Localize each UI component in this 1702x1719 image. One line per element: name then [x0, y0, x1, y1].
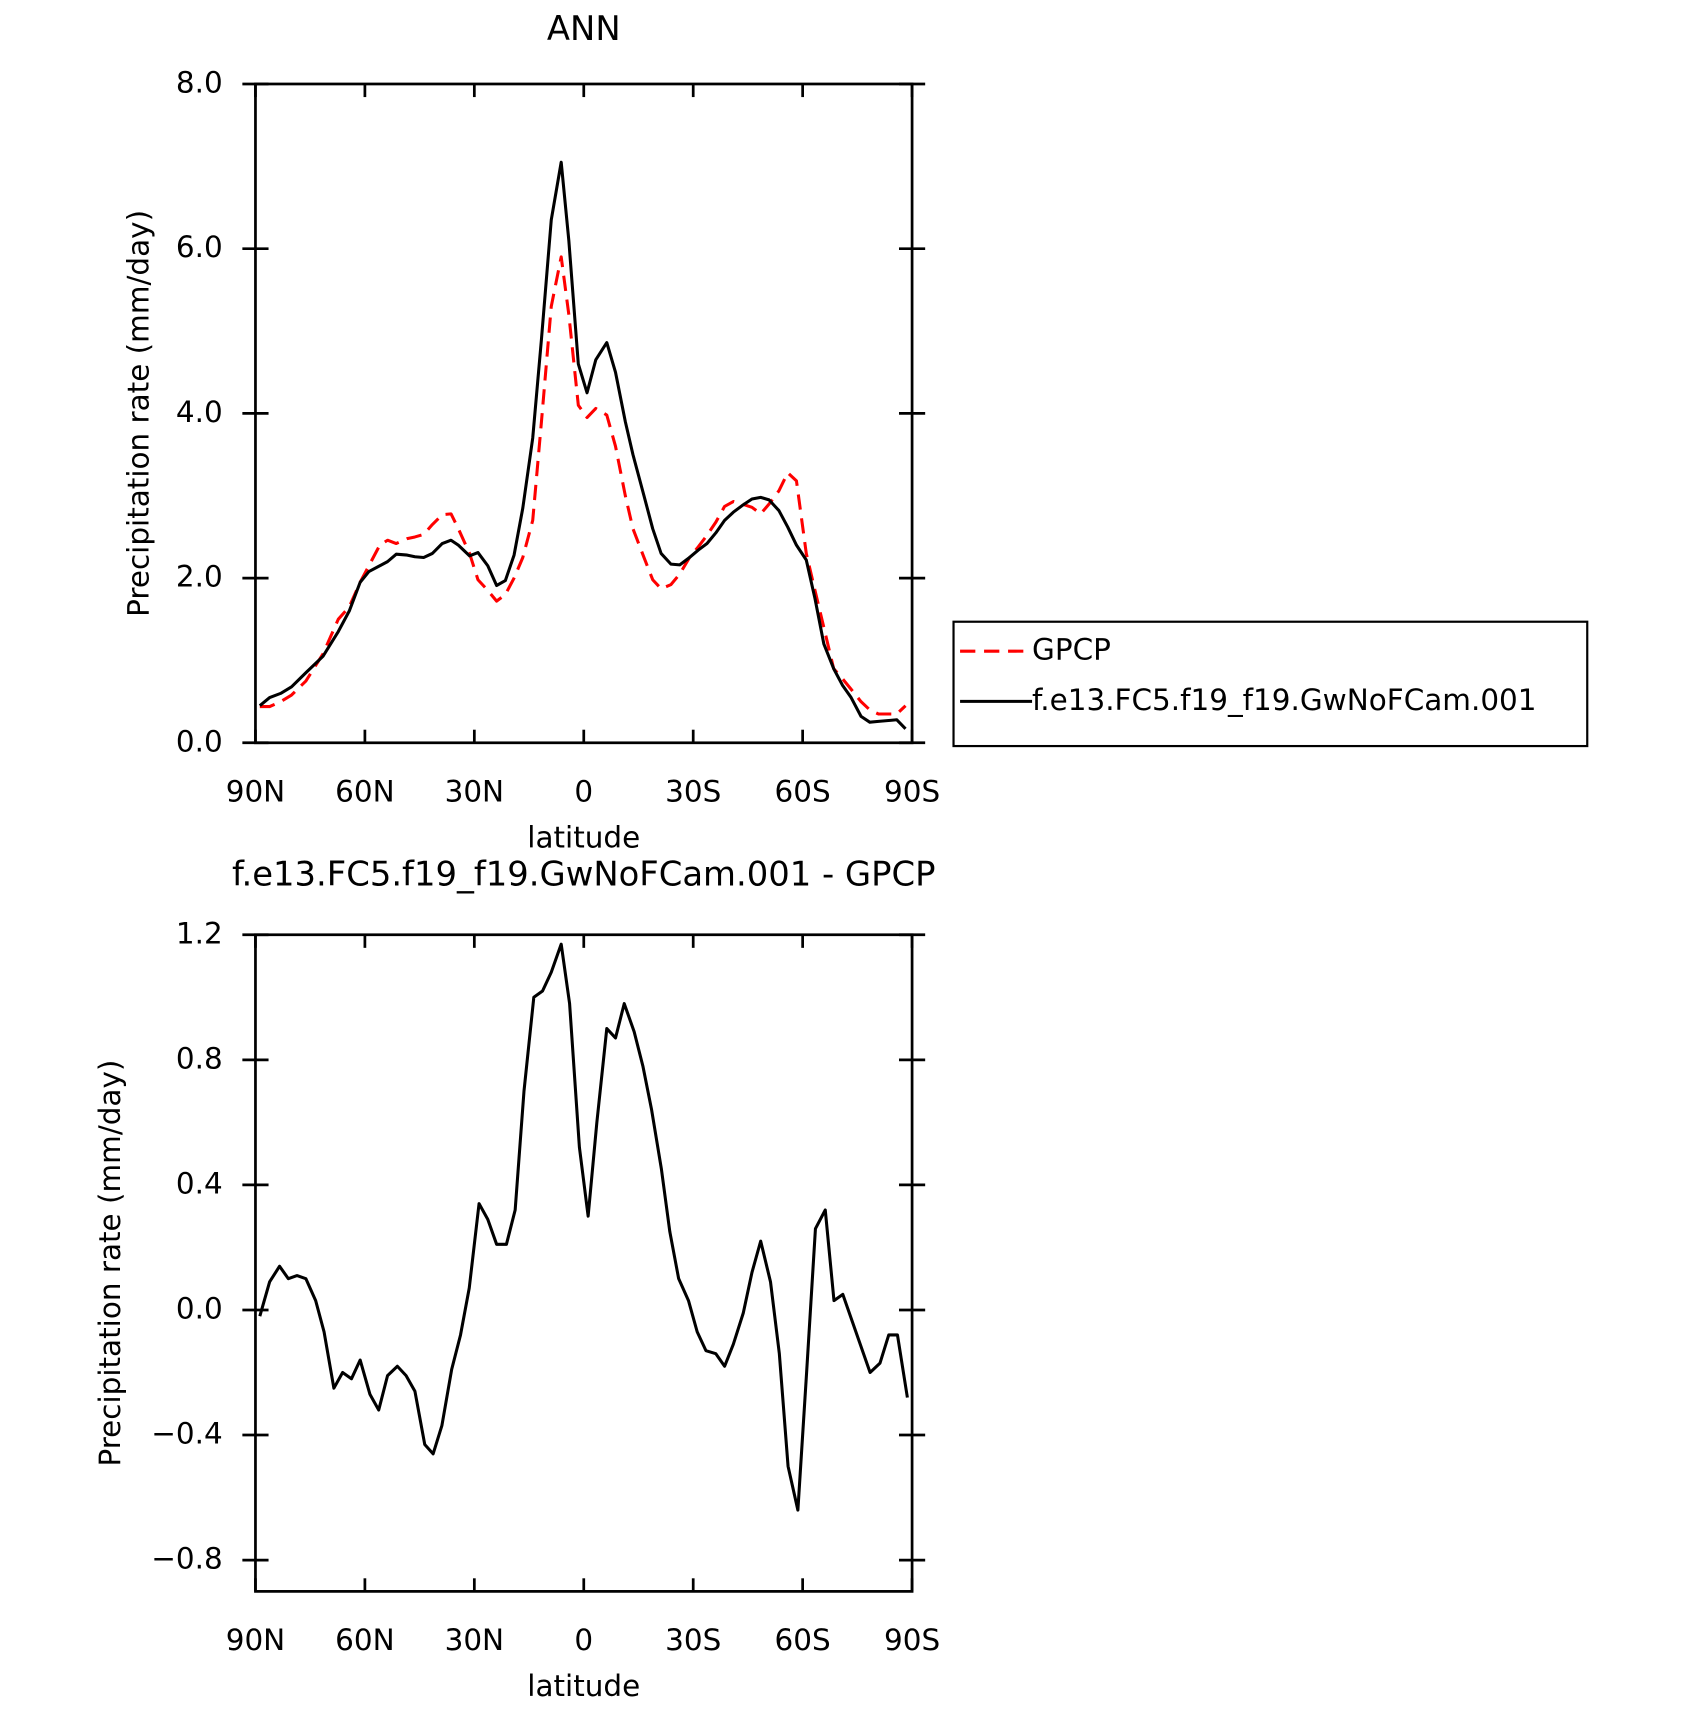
y-tick-label: 6.0 — [176, 230, 223, 264]
line-series — [259, 255, 907, 716]
x-tick-label: 30S — [665, 1623, 721, 1657]
x-tick-label: 90S — [884, 1623, 940, 1657]
y-axis-label: Precipitation rate (mm/day) — [121, 210, 155, 617]
legend-label: f.e13.FC5.f19_f19.GwNoFCam.001 — [1032, 683, 1536, 717]
x-axis-label: latitude — [527, 1669, 640, 1703]
x-tick-label: 60S — [775, 774, 831, 808]
y-tick-label: 0.0 — [176, 724, 223, 758]
x-tick-label: 60N — [335, 1623, 394, 1657]
chart-title: ANN — [547, 9, 621, 48]
x-tick-label: 0 — [574, 774, 593, 808]
y-tick-label: −0.4 — [151, 1417, 222, 1451]
legend: GPCP f.e13.FC5.f19_f19.GwNoFCam.001 — [952, 620, 1589, 748]
y-axis-label: Precipitation rate (mm/day) — [93, 1060, 127, 1467]
x-tick-label: 30S — [665, 774, 721, 808]
y-tick-label: 0.8 — [176, 1041, 223, 1075]
x-tick-label: 30N — [445, 774, 504, 808]
y-tick-label: 4.0 — [176, 395, 223, 429]
plot-frame — [254, 82, 914, 745]
x-tick-label: 90N — [226, 774, 285, 808]
line-series — [258, 942, 909, 1512]
chart-title: f.e13.FC5.f19_f19.GwNoFCam.001 - GPCP — [232, 854, 935, 893]
x-tick-label: 60S — [775, 1623, 831, 1657]
legend-label: GPCP — [1032, 633, 1111, 667]
y-tick-label: 0.4 — [176, 1166, 223, 1200]
x-tick-label: 0 — [574, 1623, 593, 1657]
y-tick-label: 8.0 — [176, 65, 223, 99]
y-tick-label: 2.0 — [176, 560, 223, 594]
x-tick-label: 30N — [445, 1623, 504, 1657]
plot-frame — [254, 933, 914, 1593]
line-series — [258, 160, 907, 730]
x-axis-label: latitude — [527, 820, 640, 854]
x-tick-label: 90S — [884, 774, 940, 808]
y-tick-label: 0.0 — [176, 1291, 223, 1325]
y-tick-label: 1.2 — [176, 916, 223, 950]
y-tick-label: −0.8 — [151, 1542, 222, 1576]
x-tick-label: 60N — [335, 774, 394, 808]
legend-box — [952, 620, 1589, 748]
x-tick-label: 90N — [226, 1623, 285, 1657]
